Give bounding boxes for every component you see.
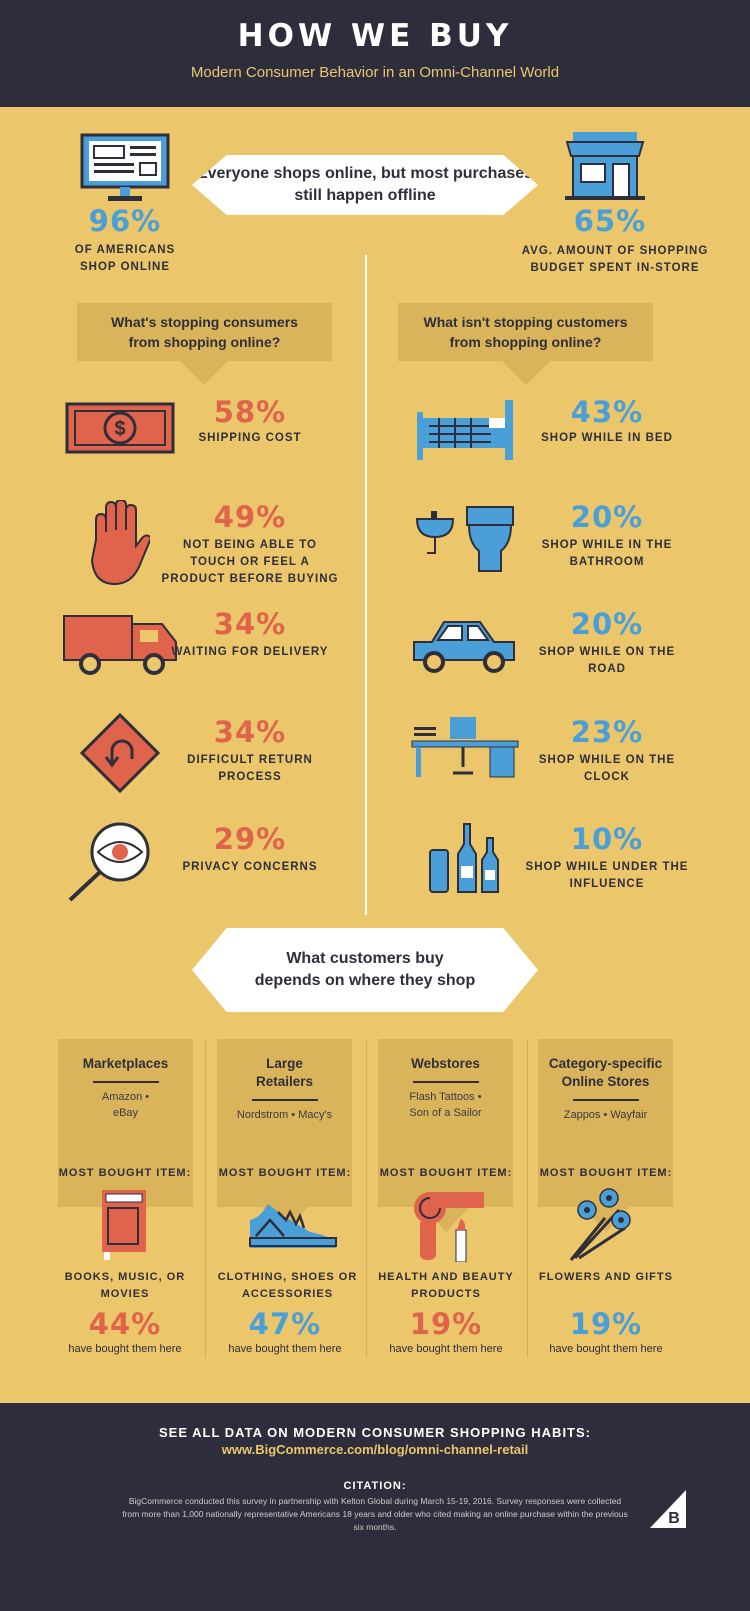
store-type-title: Marketplaces — [82, 1056, 169, 1071]
column-divider — [205, 1040, 206, 1358]
most-bought-label: MOST BOUGHT ITEM: — [58, 1167, 192, 1179]
divider — [92, 1081, 159, 1083]
store-icon — [565, 132, 645, 200]
stat-label: SHOP WHILE ON THE ROAD — [538, 646, 676, 675]
truck-icon — [63, 615, 177, 675]
stat-value: 43% — [570, 395, 644, 429]
where-banner: What customers buy depends on where they… — [192, 928, 538, 1012]
item-suffix: have bought them here — [389, 1343, 503, 1355]
most-bought-label: MOST BOUGHT ITEM: — [218, 1167, 352, 1179]
item-label: FLOWERS AND GIFTS — [539, 1271, 673, 1283]
svg-text:$: $ — [114, 418, 125, 440]
stat-instore-value: 65% — [573, 204, 647, 238]
stat-value: 34% — [213, 715, 287, 749]
stat-label: PRIVACY CONCERNS — [182, 861, 318, 873]
stat-value: 20% — [570, 500, 644, 534]
column-divider — [366, 1040, 367, 1358]
item-label: CLOTHING, SHOES OR ACCESSORIES — [217, 1271, 358, 1300]
shoe-icon — [249, 1204, 337, 1248]
stat-label: SHOP WHILE UNDER THE INFLUENCE — [525, 861, 689, 890]
divider — [412, 1081, 479, 1083]
item-percent: 44% — [88, 1307, 162, 1341]
dollar-bill-icon: $ — [65, 402, 175, 454]
stat-label: SHOP WHILE IN THE BATHROOM — [541, 539, 673, 568]
store-type-category-specific: Category-specific Online Stores Zappos • … — [538, 1039, 673, 1207]
stopping-callout: What's stopping consumers from shopping … — [77, 303, 332, 361]
most-bought-label: MOST BOUGHT ITEM: — [379, 1167, 513, 1179]
store-type-marketplaces: Marketplaces Amazon • eBay — [58, 1039, 193, 1207]
item-label: BOOKS, MUSIC, OR MOVIES — [64, 1271, 186, 1300]
stat-label: NOT BEING ABLE TO TOUCH OR FEEL A PRODUC… — [161, 539, 339, 585]
stat-value: 20% — [570, 607, 644, 641]
monitor-icon — [80, 133, 170, 201]
footer-link[interactable]: www.BigCommerce.com/blog/omni-channel-re… — [221, 1442, 529, 1457]
stat-shop-online-label: OF AMERICANS SHOP ONLINE — [74, 244, 176, 273]
stat-value: 29% — [213, 822, 287, 856]
stat-value: 34% — [213, 607, 287, 641]
stat-shop-online-value: 96% — [88, 204, 162, 238]
stat-value: 10% — [570, 822, 644, 856]
footer — [0, 1403, 750, 1611]
item-label: HEALTH AND BEAUTY PRODUCTS — [378, 1271, 514, 1300]
hairdryer-lipstick-icon — [414, 1192, 484, 1262]
store-type-title: Webstores — [411, 1056, 480, 1071]
store-examples: Flash Tattoos • Son of a Sailor — [409, 1091, 482, 1119]
bottles-icon — [429, 823, 499, 893]
svg-text:B: B — [668, 1510, 680, 1527]
store-examples: Nordstrom • Macy's — [236, 1109, 333, 1121]
car-icon — [413, 621, 515, 673]
bed-icon — [417, 400, 513, 460]
item-suffix: have bought them here — [68, 1343, 182, 1355]
store-type-webstores: Webstores Flash Tattoos • Son of a Sailor — [378, 1039, 513, 1207]
store-type-large-retailers: Large Retailers Nordstrom • Macy's — [217, 1039, 352, 1207]
magnifier-eye-icon — [68, 822, 150, 902]
center-divider — [365, 255, 367, 915]
item-suffix: have bought them here — [228, 1343, 342, 1355]
store-type-title: Large Retailers — [255, 1056, 314, 1089]
hand-icon — [90, 500, 150, 586]
bigcommerce-logo-icon: B — [650, 1490, 686, 1528]
header — [0, 0, 750, 107]
flowers-icon — [569, 1188, 631, 1261]
store-type-title: Category-specific Online Stores — [548, 1056, 663, 1089]
stat-label: SHIPPING COST — [198, 432, 302, 444]
intro-banner: Everyone shops online, but most purchase… — [192, 155, 538, 215]
stat-label: SHOP WHILE IN BED — [541, 432, 673, 444]
column-divider — [527, 1040, 528, 1358]
book-icon — [102, 1190, 146, 1260]
divider — [572, 1099, 639, 1101]
desk-icon — [411, 717, 519, 778]
stat-value: 49% — [213, 500, 287, 534]
stat-label: WAITING FOR DELIVERY — [171, 646, 329, 658]
item-suffix: have bought them here — [549, 1343, 663, 1355]
divider — [251, 1099, 318, 1101]
callout-pointer — [180, 361, 228, 385]
toilet-icon — [415, 506, 514, 572]
stat-value: 23% — [570, 715, 644, 749]
most-bought-label: MOST BOUGHT ITEM: — [539, 1167, 673, 1179]
store-examples: Zappos • Wayfair — [563, 1109, 648, 1121]
citation-text: BigCommerce conducted this survey in par… — [122, 1496, 628, 1532]
callout-pointer — [502, 361, 550, 385]
stat-label: DIFFICULT RETURN PROCESS — [187, 754, 313, 783]
not-stopping-callout: What isn't stopping customers from shopp… — [398, 303, 653, 361]
citation-title: CITATION: — [343, 1480, 407, 1492]
store-examples: Amazon • eBay — [101, 1091, 150, 1119]
item-percent: 19% — [409, 1307, 483, 1341]
stat-value: 58% — [213, 395, 287, 429]
item-percent: 47% — [248, 1307, 322, 1341]
page-title: HOW WE BUY — [237, 18, 513, 54]
return-sign-icon — [80, 713, 160, 793]
stat-label: SHOP WHILE ON THE CLOCK — [538, 754, 676, 783]
page-subtitle: Modern Consumer Behavior in an Omni-Chan… — [190, 64, 560, 81]
item-percent: 19% — [569, 1307, 643, 1341]
stat-instore-label: AVG. AMOUNT OF SHOPPING BUDGET SPENT IN-… — [521, 245, 709, 274]
footer-cta: SEE ALL DATA ON MODERN CONSUMER SHOPPING… — [159, 1425, 591, 1440]
